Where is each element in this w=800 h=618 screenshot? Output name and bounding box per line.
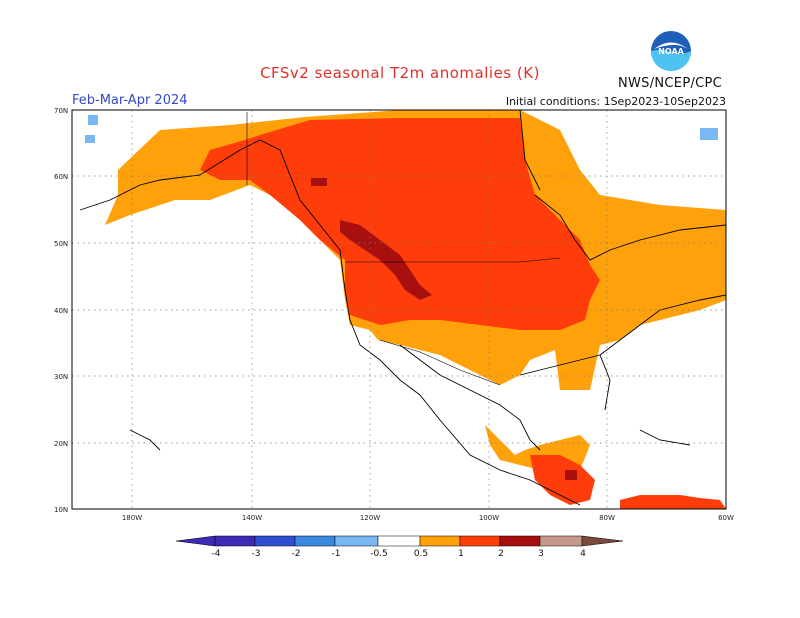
lon-label: 100W bbox=[479, 514, 499, 522]
anomaly-blue-patch bbox=[700, 128, 718, 140]
anomaly-darkred-patch bbox=[565, 470, 577, 480]
latitude-labels: 70N 60N 50N 40N 30N 20N 10N bbox=[54, 107, 68, 514]
colorbar-label: -0.5 bbox=[370, 549, 388, 559]
coastlines bbox=[79, 110, 726, 506]
colorbar-segment bbox=[214, 535, 256, 547]
colorbar-label: -3 bbox=[252, 549, 261, 559]
colorbar: -4 -3 -2 -1 -0.5 0.5 1 2 3 4 bbox=[175, 535, 624, 559]
colorbar-arrow-right bbox=[581, 535, 624, 547]
colorbar-segment bbox=[334, 535, 379, 547]
lat-label: 40N bbox=[54, 307, 68, 315]
map-title: CFSv2 seasonal T2m anomalies (K) bbox=[260, 64, 540, 82]
map-frame bbox=[71, 109, 727, 510]
lon-label: 140W bbox=[242, 514, 262, 522]
colorbar-label: -4 bbox=[212, 549, 221, 559]
colorbar-segment bbox=[294, 535, 336, 547]
anomaly-darkred-region bbox=[340, 220, 432, 300]
anomaly-darkred-patch bbox=[311, 178, 327, 186]
lon-label: 60W bbox=[718, 514, 734, 522]
colorbar-segment bbox=[377, 535, 421, 547]
colorbar-label: 4 bbox=[580, 549, 586, 559]
colorbar-segment bbox=[419, 535, 461, 547]
colorbar-label: 1 bbox=[458, 549, 464, 559]
graticule bbox=[72, 110, 726, 509]
colorbar-segment bbox=[539, 535, 583, 547]
anomaly-red-centralamerica bbox=[530, 455, 595, 505]
political-borders bbox=[246, 112, 561, 386]
anomaly-red-southamerica bbox=[620, 495, 726, 509]
lat-label: 60N bbox=[54, 173, 68, 181]
lat-label: 30N bbox=[54, 373, 68, 381]
initial-conditions: Initial conditions: 1Sep2023-10Sep2023 bbox=[505, 95, 726, 108]
colorbar-label: 3 bbox=[538, 549, 544, 559]
colorbar-segment bbox=[254, 535, 296, 547]
map-canvas bbox=[72, 110, 726, 509]
lon-label: 180W bbox=[122, 514, 142, 522]
logo-text: NOAA bbox=[658, 47, 684, 56]
colorbar-segment bbox=[459, 535, 501, 547]
lat-label: 20N bbox=[54, 440, 68, 448]
anomaly-blue-patch bbox=[85, 135, 95, 143]
lat-label: 50N bbox=[54, 240, 68, 248]
lon-label: 80W bbox=[599, 514, 615, 522]
anomaly-red-region bbox=[200, 118, 600, 330]
anomaly-blue-patch bbox=[88, 115, 98, 125]
colorbar-arrow-left bbox=[175, 535, 216, 547]
colorbar-label: -2 bbox=[292, 549, 301, 559]
colorbar-segment bbox=[499, 535, 541, 547]
agency-label: NWS/NCEP/CPC bbox=[618, 76, 723, 91]
noaa-logo-icon: NOAA bbox=[651, 31, 691, 71]
forecast-period: Feb-Mar-Apr 2024 bbox=[72, 93, 188, 108]
lon-label: 120W bbox=[360, 514, 380, 522]
lat-label: 10N bbox=[54, 506, 68, 514]
colorbar-label: -1 bbox=[332, 549, 341, 559]
colorbar-label: 0.5 bbox=[414, 549, 428, 559]
colorbar-label: 2 bbox=[498, 549, 504, 559]
lat-label: 70N bbox=[54, 107, 68, 115]
longitude-labels: 180W 140W 120W 100W 80W 60W bbox=[122, 514, 734, 522]
